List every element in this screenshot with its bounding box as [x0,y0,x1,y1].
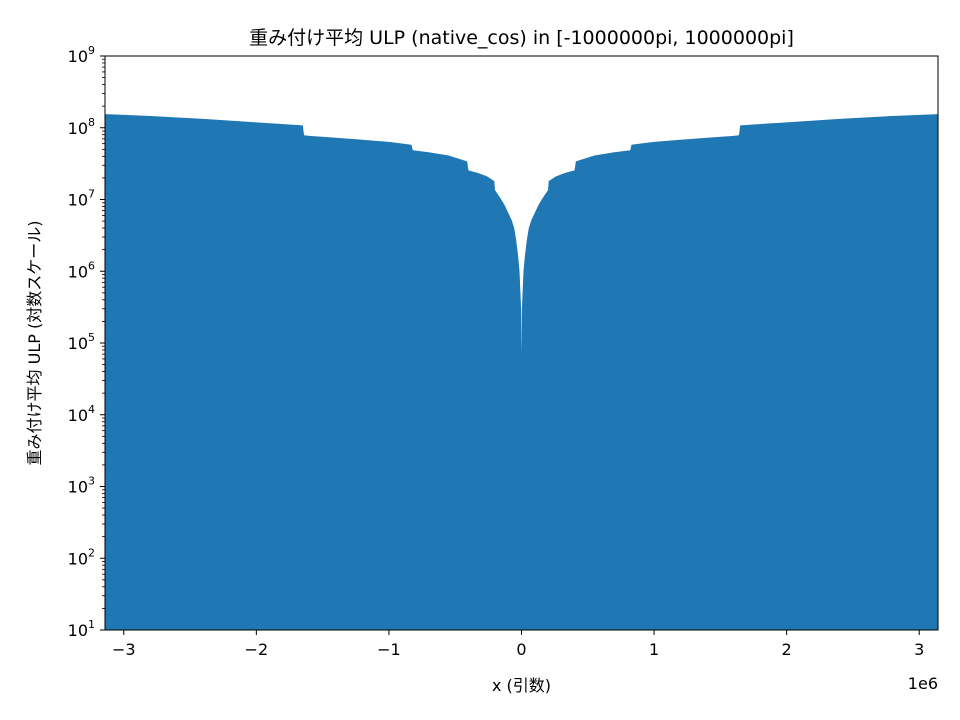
x-tick-label: 3 [914,640,924,659]
x-tick-label: −3 [112,640,136,659]
x-axis-label: x (引数) [492,676,551,695]
y-tick-label: 106 [68,259,95,281]
y-tick-label: 101 [68,618,95,640]
x-axis: −3 −2 −1 0 1 2 3 [112,630,924,659]
axes-frame [104,55,939,631]
plot-area [105,114,938,631]
y-axis-label: 重み付け平均 ULP (対数スケール) [25,221,44,466]
x-axis-offset-text: 1e6 [908,674,938,693]
y-axis: 101 102 103 104 105 106 107 108 109 [68,44,105,640]
y-tick-label: 109 [68,44,95,66]
y-tick-label: 102 [68,546,95,568]
y-tick-label: 108 [68,116,95,138]
x-tick-label: −1 [377,640,401,659]
x-tick-label: 2 [782,640,792,659]
chart-title: 重み付け平均 ULP (native_cos) in [-1000000pi, … [249,27,794,49]
area-series [105,114,938,631]
x-tick-label: 1 [649,640,659,659]
x-tick-label: −2 [245,640,269,659]
y-tick-label: 103 [68,475,95,497]
y-tick-label: 105 [68,331,95,353]
y-tick-label: 107 [68,188,95,210]
y-tick-label: 104 [68,403,95,425]
x-tick-label: 0 [516,640,526,659]
